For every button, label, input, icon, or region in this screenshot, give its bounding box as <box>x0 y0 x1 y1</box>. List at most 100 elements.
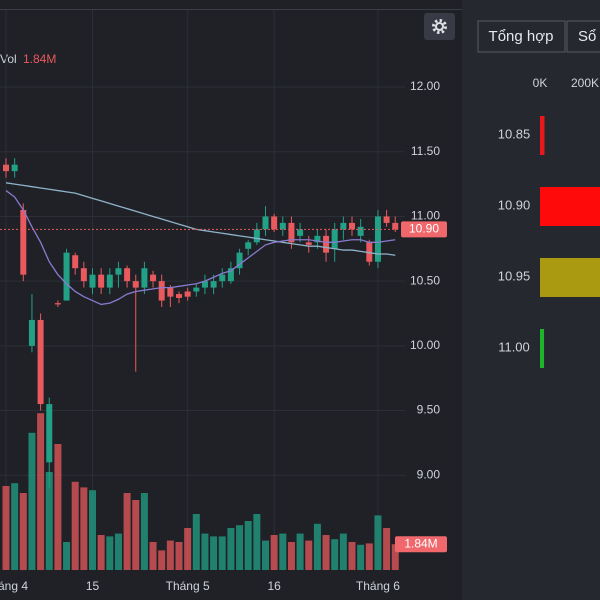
volume-bar <box>28 432 36 570</box>
y-tick-label: 9.50 <box>417 403 441 417</box>
y-tick-label: 9.00 <box>417 467 441 481</box>
volume-bar <box>175 542 183 570</box>
x-tick-label: 16 <box>267 579 281 593</box>
ob-price: 11.00 <box>498 339 530 354</box>
candle-body <box>63 252 70 301</box>
volume-bar <box>54 444 62 570</box>
candle-body <box>46 404 53 463</box>
volume-bar <box>184 528 192 570</box>
volume-bar <box>287 542 295 570</box>
volume-tag <box>395 536 447 553</box>
candle-body <box>331 229 338 249</box>
candle-body <box>201 281 208 288</box>
volume-bar <box>383 528 391 570</box>
candle-body <box>132 281 139 288</box>
volume-bar <box>11 483 19 570</box>
volume-value: 1.84M <box>23 52 56 66</box>
volume-bar <box>114 533 122 570</box>
candle-body <box>349 222 355 230</box>
tab[interactable] <box>477 20 566 53</box>
volume-bar <box>89 490 96 570</box>
volume-bar <box>313 523 321 570</box>
x-tick-label: Tháng 4 <box>0 579 28 593</box>
candle-body <box>236 252 243 269</box>
volume-bar <box>63 542 71 570</box>
candle-body <box>28 319 35 346</box>
ob-bar <box>540 116 545 155</box>
volume-bar <box>201 533 209 570</box>
volume-bar <box>106 536 114 570</box>
volume-bar <box>2 486 10 570</box>
candle-body <box>374 216 381 262</box>
ob-price: 10.85 <box>498 126 531 141</box>
candle-body <box>279 222 286 230</box>
volume-bar <box>19 493 27 570</box>
tab[interactable] <box>566 20 600 53</box>
ob-bar <box>540 258 600 297</box>
candle-body <box>245 242 252 249</box>
volume-bar <box>331 539 339 570</box>
candle-body <box>37 319 44 405</box>
candle-body <box>98 274 105 288</box>
moving-average <box>5 190 396 306</box>
volume-bar <box>322 535 330 570</box>
last-price-tag <box>401 221 447 238</box>
x-tick-label: Tháng 6 <box>356 579 400 593</box>
candle-body <box>271 216 278 230</box>
volume-bar <box>339 533 347 570</box>
volume-bar <box>80 487 88 570</box>
volume-bar <box>279 533 287 570</box>
candle-body <box>297 229 304 236</box>
candle-body <box>115 268 122 275</box>
candle-body <box>227 268 234 282</box>
volume-bar <box>37 413 45 570</box>
volume-bar <box>357 544 365 570</box>
y-tick-label: 12.00 <box>410 79 440 93</box>
candle-body <box>305 242 312 245</box>
tab-label[interactable]: Sổ <box>578 28 596 45</box>
volume-bar <box>45 472 53 570</box>
volume-bar <box>262 540 269 570</box>
volume-bar <box>123 493 131 570</box>
volume-bar <box>270 535 278 570</box>
y-tick-label: 11.00 <box>411 209 440 223</box>
moving-average <box>5 182 396 256</box>
candle-body <box>54 303 61 305</box>
order-book-panel <box>462 0 600 600</box>
y-tick-label: 10.00 <box>410 338 440 352</box>
candle-body <box>357 226 364 236</box>
volume-bar <box>365 543 373 570</box>
volume-bar <box>218 536 226 570</box>
candle-body <box>262 216 269 230</box>
candle-body <box>80 268 87 282</box>
volume-label: Vol <box>0 52 17 66</box>
ob-bar <box>540 329 545 368</box>
candle-body <box>150 274 157 282</box>
candle-body <box>193 287 200 292</box>
candle-body <box>383 216 390 223</box>
candle-body <box>89 274 96 288</box>
candle-body <box>11 164 18 172</box>
candle-body <box>253 229 260 243</box>
tab-label[interactable]: Tổng hợp <box>489 28 554 45</box>
volume-bar <box>132 500 140 570</box>
volume-tag-label: 1.84M <box>404 536 437 550</box>
candle-body <box>167 287 174 297</box>
candle-body <box>219 274 226 282</box>
volume-bar <box>97 535 105 570</box>
volume-bar <box>236 525 244 570</box>
ob-tick-label: 200K <box>571 76 599 90</box>
volume-bar <box>166 540 174 570</box>
candle-body <box>340 222 347 230</box>
volume-bar <box>253 514 261 570</box>
volume-bar <box>244 521 252 570</box>
volume-bar <box>71 481 79 570</box>
x-tick-label: 15 <box>86 579 100 593</box>
settings-button[interactable] <box>424 13 455 40</box>
volume-bar <box>348 542 356 570</box>
volume-bar <box>192 514 200 570</box>
candle-body <box>106 274 113 288</box>
candle-body <box>210 281 217 288</box>
volume-bar <box>227 528 235 570</box>
